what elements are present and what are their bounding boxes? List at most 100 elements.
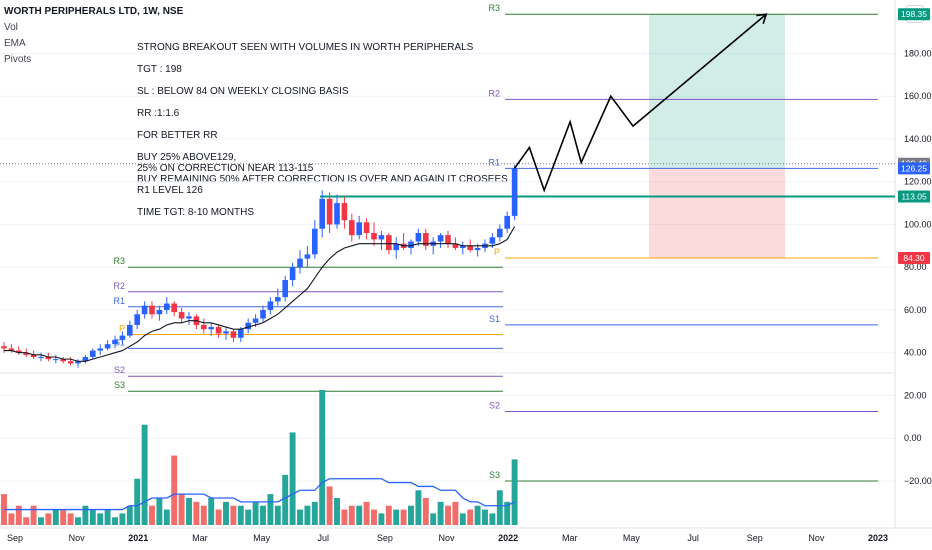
volume-bar: [200, 505, 207, 525]
volume-bar: [430, 513, 437, 525]
volume-bar: [334, 498, 340, 525]
y-tick-label: 180.00: [904, 48, 932, 58]
note-line: FOR BETTER RR: [137, 130, 218, 141]
candle-body: [378, 235, 385, 240]
note-line: TIME TGT: 8-10 MONTHS: [137, 207, 255, 218]
pivot-label-r2: R2: [488, 88, 500, 98]
volume-bar: [134, 478, 141, 525]
candle-body: [311, 228, 318, 255]
volume-bar: [467, 509, 474, 525]
pivot-label-s2: S2: [114, 365, 125, 375]
candle-body: [393, 243, 400, 251]
volume-ma-line: [4, 478, 515, 511]
candle-body: [171, 303, 178, 313]
price-label-bg: [898, 8, 930, 21]
x-tick-label: Mar: [562, 533, 578, 543]
candle-body: [319, 198, 326, 229]
candle-body: [326, 198, 333, 225]
candle-body: [474, 247, 481, 251]
volume-bar: [126, 505, 133, 525]
candle-body: [89, 350, 96, 357]
candle-body: [178, 312, 185, 319]
candle-body: [408, 241, 414, 248]
volume-bar: [341, 509, 348, 525]
indicator-vol[interactable]: Vol: [4, 22, 18, 33]
candle-body: [282, 280, 289, 298]
candle-body: [67, 361, 74, 364]
volume-ma: [4, 478, 515, 511]
pivot-label-r3: R3: [488, 3, 500, 13]
candle-body: [304, 254, 311, 259]
volume-bar: [274, 505, 281, 525]
volume-bar: [52, 509, 59, 525]
volume-bar: [67, 513, 74, 525]
candle-body: [30, 354, 37, 357]
candle-body: [104, 344, 111, 349]
y-tick-label: 120.00: [904, 177, 932, 187]
volume-bar: [171, 455, 178, 525]
candle-body: [134, 314, 141, 325]
volume-bar: [252, 501, 259, 525]
pivot-label-r1: R1: [488, 157, 500, 167]
candle-body: [437, 235, 444, 242]
volume-bar: [511, 459, 518, 525]
candle-body: [452, 243, 459, 248]
x-tick-label: Jul: [317, 533, 329, 543]
candle-body: [119, 335, 126, 340]
y-tick-label: 20.00: [904, 390, 927, 400]
volume-bar: [82, 505, 89, 525]
volume-bar: [230, 505, 237, 525]
x-tick-label: Jul: [687, 533, 699, 543]
x-tick-label: Nov: [438, 533, 455, 543]
volume-bar: [193, 501, 200, 525]
volume-bar: [119, 513, 126, 525]
y-tick-label: −20.00: [904, 476, 932, 486]
volume-bar: [482, 509, 488, 525]
candle-body: [38, 356, 44, 358]
x-tick-label: Sep: [377, 533, 393, 543]
volume-bar: [156, 498, 163, 525]
price-label: 84.30: [903, 253, 925, 263]
indicator-ema[interactable]: EMA: [4, 38, 26, 49]
candle-body: [149, 305, 155, 315]
note-line: 25% ON CORRECTION NEAR 113-115: [137, 163, 314, 174]
pivot-label-r2: R2: [113, 281, 125, 291]
y-tick-label: 60.00: [904, 305, 927, 315]
volume-bar: [504, 501, 511, 525]
volume-bar: [30, 505, 37, 525]
y-tick-label: 0.00: [904, 433, 922, 443]
x-tick-label: Sep: [7, 533, 23, 543]
volume-bar: [400, 509, 407, 525]
candle-body: [82, 356, 89, 362]
candle-body: [489, 237, 496, 244]
price-label: 198.35: [901, 9, 927, 19]
volume-bar: [208, 498, 215, 525]
candle-body: [511, 168, 518, 216]
volume-bar: [282, 474, 289, 525]
candle-body: [237, 329, 244, 338]
indicator-pivots[interactable]: Pivots: [4, 54, 32, 65]
pivot-label-s3: S3: [114, 380, 125, 390]
volume-bar: [422, 498, 429, 525]
pivot-lines: R3 R2 R1 P S1 S2 S3 R3 R2 R1 P S1 S2 S3: [0, 3, 895, 482]
price-label-bg: [898, 162, 930, 175]
x-tick-label: Nov: [69, 533, 86, 543]
volume-bar: [75, 517, 81, 525]
x-tick-label: 2021: [128, 533, 148, 543]
volume-bar: [97, 513, 104, 525]
candle-body: [60, 359, 67, 362]
volume-bar: [371, 509, 377, 525]
note-line: STRONG BREAKOUT SEEN WITH VOLUMES IN WOR…: [137, 42, 474, 53]
volume-bar: [311, 501, 318, 525]
projection-arrowhead: [756, 13, 768, 24]
candle-body: [75, 361, 81, 364]
volume-bar: [223, 501, 229, 525]
volume-bar: [237, 505, 244, 525]
ema-line: [4, 226, 516, 362]
volume-bar: [149, 505, 155, 525]
candle-body: [15, 350, 22, 353]
candle-body: [200, 324, 207, 330]
volume-bar: [319, 390, 326, 525]
